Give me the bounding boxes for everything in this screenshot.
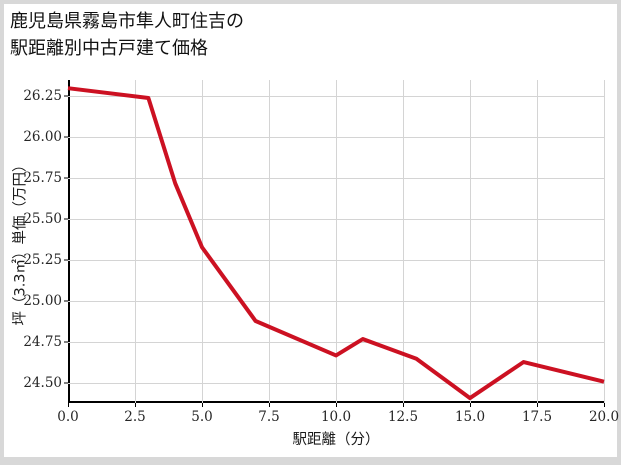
x-tick-mark [403,403,404,407]
y-tick-mark [64,177,68,179]
y-tick-mark [64,382,68,384]
x-axis-label: 駅距離（分） [68,428,604,449]
y-tick-label: 25.00 [23,293,62,310]
gridline-vertical [336,80,337,403]
gridline-vertical [202,80,203,403]
y-tick-label: 25.50 [23,211,62,228]
x-tick-label: 12.5 [387,409,419,425]
y-tick-mark [64,300,68,302]
gridline-vertical [470,80,471,403]
gridline-vertical [403,80,404,403]
x-tick-label: 15.0 [454,409,486,425]
x-tick-label: 17.5 [521,409,553,425]
x-tick-mark [135,403,136,407]
y-tick-label: 24.50 [23,375,62,392]
x-tick-mark [336,403,337,407]
x-tick-label: 10.0 [320,409,352,425]
gridline-vertical [269,80,270,403]
x-axis-label-text: 駅距離（分） [292,432,380,448]
y-tick-label: 25.75 [23,170,62,187]
x-tick-mark [269,403,270,407]
line-series [67,86,605,401]
y-tick-label: 25.25 [23,252,62,269]
y-tick-mark [64,259,68,261]
y-tick-label: 24.75 [23,334,62,351]
y-tick-label: 26.25 [23,88,62,105]
gridline-vertical [135,80,136,403]
y-axis-spine [68,80,70,403]
x-tick-label: 20.0 [588,409,620,425]
x-tick-label: 5.0 [191,409,213,425]
x-tick-mark [202,403,203,407]
page-title: 鹿児島県霧島市隼人町住吉の 駅距離別中古戸建て価格 [10,11,244,59]
y-tick-mark [64,341,68,343]
x-tick-mark [68,403,69,407]
gridline-vertical [537,80,538,403]
x-tick-mark [604,403,605,407]
x-tick-label: 0.0 [57,409,79,425]
x-tick-mark [470,403,471,407]
x-tick-label: 2.5 [124,409,146,425]
series-polyline [67,86,605,401]
y-tick-label: 26.00 [23,129,62,146]
gridline-vertical [604,80,605,403]
x-tick-mark [537,403,538,407]
x-tick-label: 7.5 [258,409,280,425]
plot-area: 24.50 24.75 25.00 25.25 25.50 25.75 26.00 26.25… [23,80,619,425]
chart-figure: 鹿児島県霧島市隼人町住吉の 駅距離別中古戸建て価格 坪（3.3㎡）単価（万円） … [4,4,619,457]
y-tick-mark [64,218,68,220]
y-tick-mark [64,95,68,97]
y-tick-mark [64,136,68,138]
